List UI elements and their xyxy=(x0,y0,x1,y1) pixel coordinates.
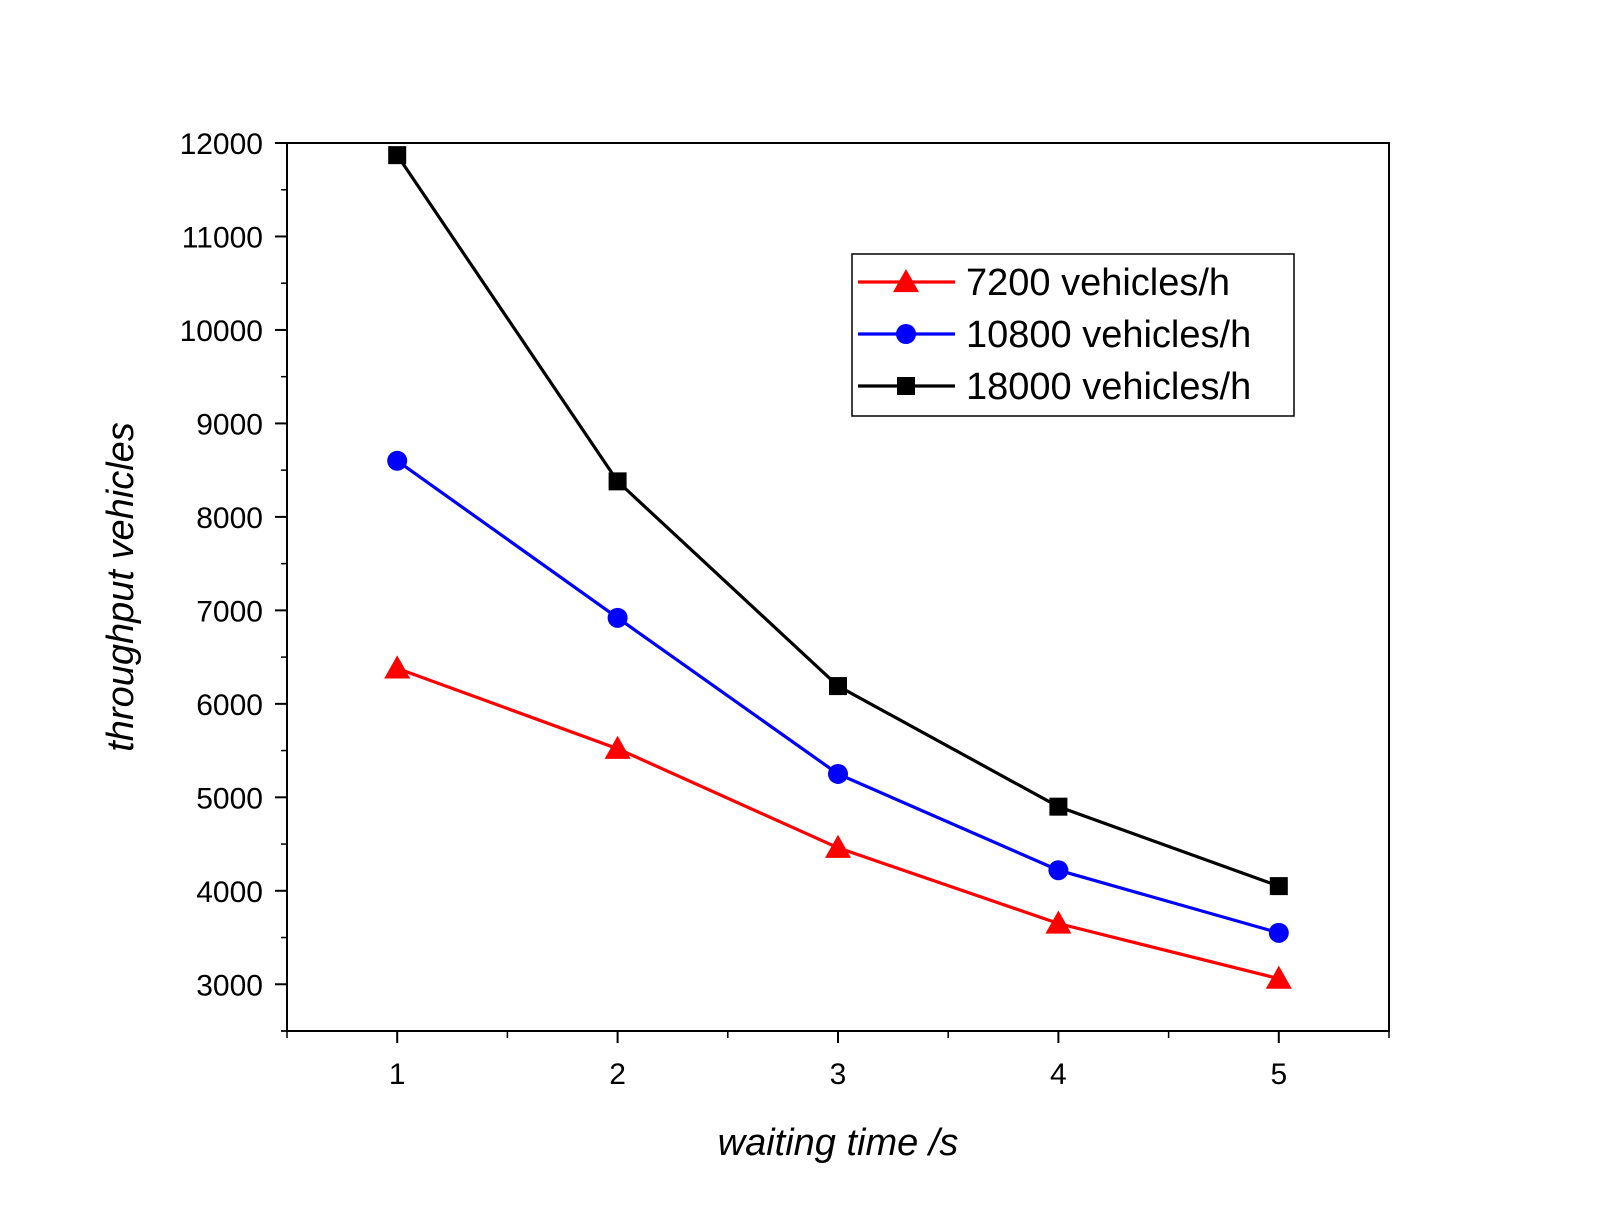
legend: 7200 vehicles/h 10800 vehicles/h 18000 veh… xyxy=(851,253,1295,417)
x-tick-label: 2 xyxy=(609,1058,626,1091)
data-point-square xyxy=(608,472,627,491)
data-point-circle xyxy=(1048,860,1069,881)
series-triangle xyxy=(384,655,1292,989)
data-point-circle xyxy=(1268,922,1289,943)
series-circle xyxy=(387,450,1289,943)
legend-marker xyxy=(897,377,915,395)
legend-item: 18000 vehicles/h xyxy=(858,366,1251,408)
data-point-circle xyxy=(607,607,628,628)
y-tick-label: 7000 xyxy=(196,595,263,628)
data-point-square xyxy=(388,146,407,165)
y-tick-label: 8000 xyxy=(196,502,263,535)
y-tick-label: 12000 xyxy=(180,128,263,161)
x-axis-title: waiting time /s xyxy=(718,1122,959,1164)
data-point-triangle xyxy=(825,834,851,858)
x-tick-label: 3 xyxy=(830,1058,847,1091)
y-tick-label: 3000 xyxy=(196,969,263,1002)
legend-label: 10800 vehicles/h xyxy=(966,314,1251,356)
legend-label: 18000 vehicles/h xyxy=(966,366,1251,408)
y-tick-label: 11000 xyxy=(182,221,263,254)
legend-item: 7200 vehicles/h xyxy=(858,262,1230,304)
legend-marker xyxy=(893,269,919,293)
data-point-triangle xyxy=(604,735,631,759)
y-axis-title: throughput vehicles xyxy=(100,422,142,752)
data-point-circle xyxy=(828,763,848,784)
y-tick-label: 6000 xyxy=(196,689,263,722)
data-point-square xyxy=(1269,877,1288,896)
data-point-triangle xyxy=(1045,910,1072,934)
series-line xyxy=(396,666,1280,981)
series-square xyxy=(388,146,1288,896)
data-point-triangle xyxy=(1265,965,1292,989)
y-tick-label: 9000 xyxy=(196,408,263,441)
data-point-square xyxy=(1049,797,1068,816)
y-tick-label: 4000 xyxy=(196,876,263,909)
legend-item: 10800 vehicles/h xyxy=(858,314,1251,356)
y-tick-label: 5000 xyxy=(196,782,263,815)
y-tick-label: 10000 xyxy=(180,315,263,348)
data-point-circle xyxy=(387,450,408,471)
x-axis: 1 2 3 4 5 xyxy=(286,1031,1390,1091)
legend-label: 7200 vehicles/h xyxy=(966,262,1230,304)
x-tick-label: 4 xyxy=(1050,1058,1067,1091)
data-point-square xyxy=(829,677,847,696)
x-tick-label: 5 xyxy=(1270,1058,1287,1091)
series-line xyxy=(396,459,1280,935)
series-layer xyxy=(384,146,1292,989)
legend-marker xyxy=(896,324,916,344)
x-tick-label: 1 xyxy=(389,1058,406,1091)
data-point-triangle xyxy=(384,655,411,679)
y-axis: 3000 4000 5000 6000 7000 8000 9000 10000 11000 12… xyxy=(180,128,287,1032)
